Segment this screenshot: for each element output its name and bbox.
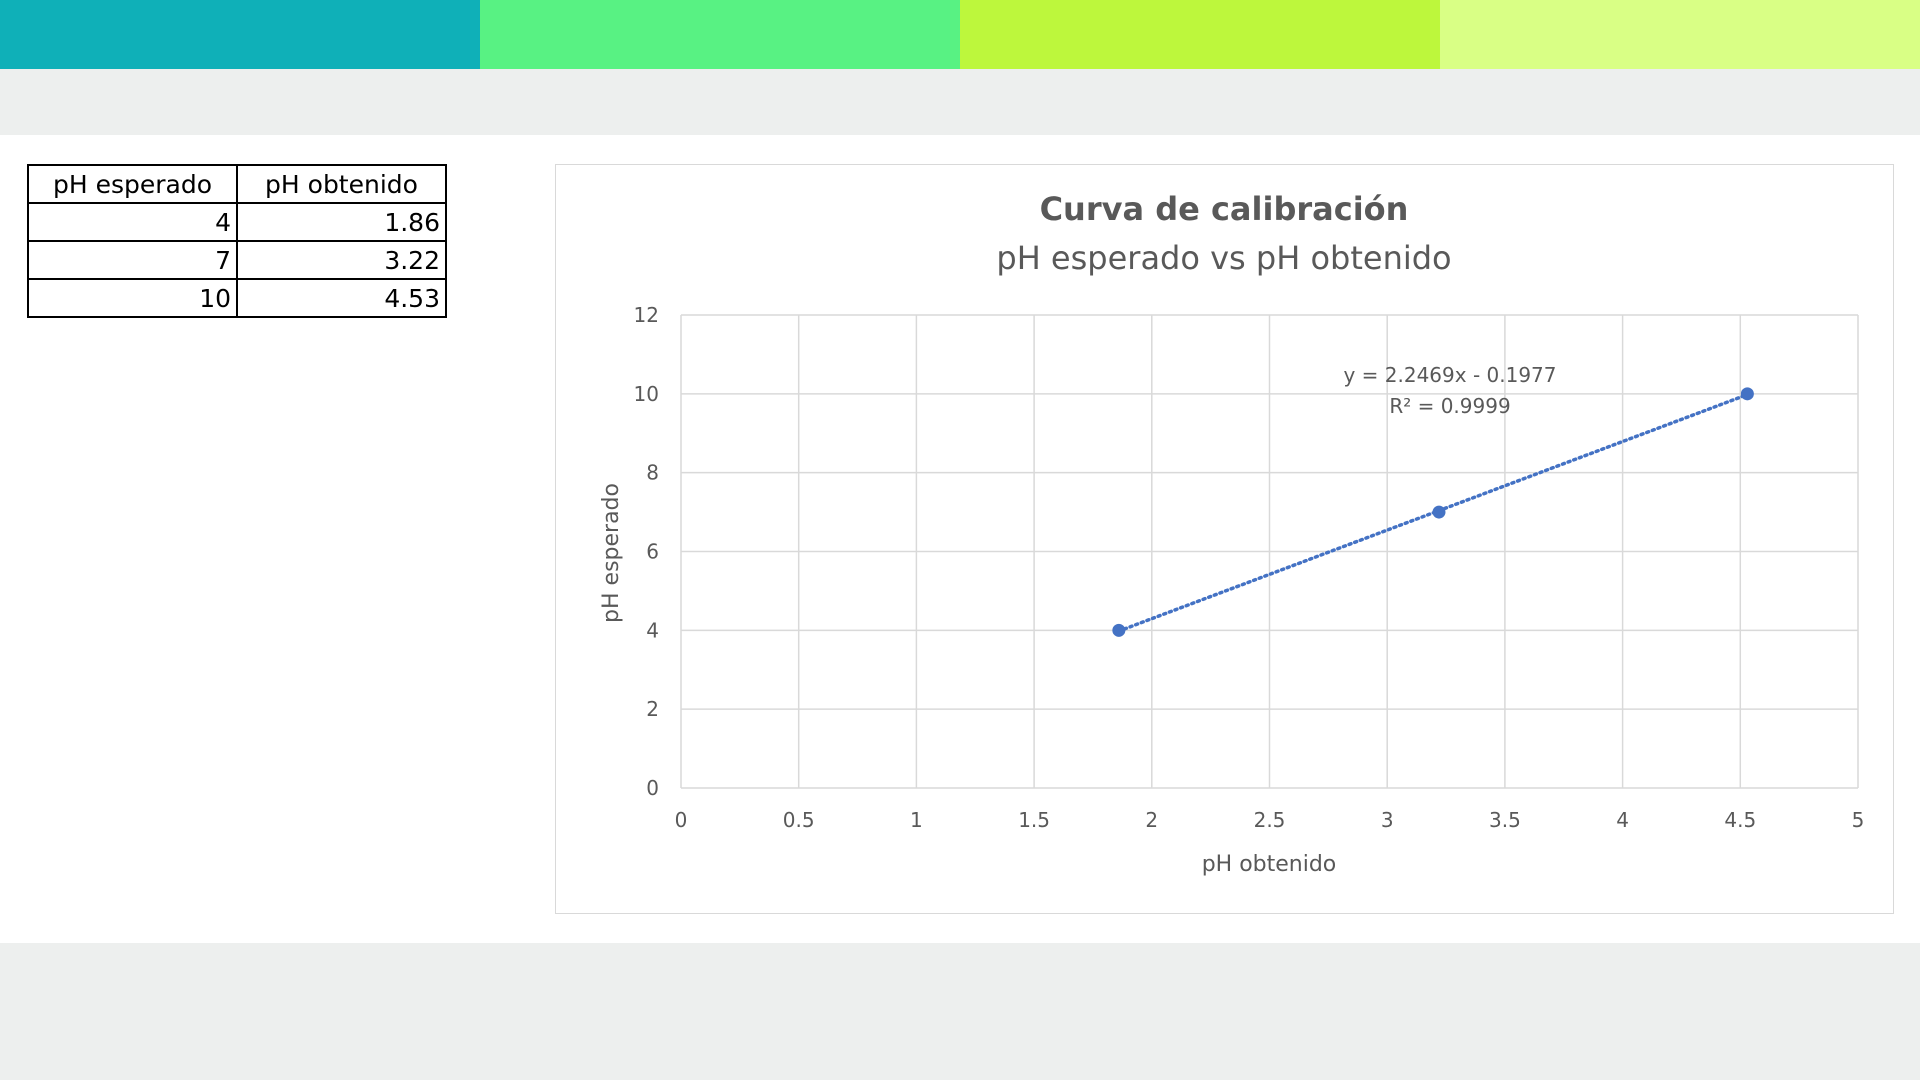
data-point: [1112, 623, 1126, 637]
trendline-equation: y = 2.2469x - 0.1977: [1343, 363, 1556, 387]
x-tick-label: 4: [1616, 808, 1629, 832]
y-tick-label: 2: [646, 697, 659, 721]
chart-title: Curva de calibración: [1040, 190, 1409, 228]
x-tick-label: 3: [1381, 808, 1394, 832]
data-point: [1432, 505, 1446, 519]
column-header: pH obtenido: [236, 164, 447, 204]
chart-subtitle: pH esperado vs pH obtenido: [996, 239, 1451, 277]
scatter-chart: Curva de calibración pH esperado vs pH o…: [599, 190, 1865, 877]
y-tick-label: 0: [646, 776, 659, 800]
y-tick-label: 6: [646, 540, 659, 564]
x-tick-label: 1.5: [1018, 808, 1050, 832]
table-row: 10 4.53: [27, 278, 447, 318]
chart-container: Curva de calibración pH esperado vs pH o…: [555, 164, 1894, 914]
table-cell: 7: [27, 240, 238, 280]
table-cell: 4: [27, 202, 238, 242]
color-bar-segment: [960, 0, 1440, 69]
y-tick-label: 12: [634, 303, 659, 327]
table-cell: 1.86: [236, 202, 447, 242]
x-tick-label: 4.5: [1724, 808, 1756, 832]
color-bar-segment: [0, 0, 480, 69]
x-tick-label: 3.5: [1489, 808, 1521, 832]
x-axis-label: pH obtenido: [1202, 852, 1337, 877]
y-tick-label: 10: [634, 382, 659, 406]
y-axis-label: pH esperado: [599, 483, 624, 623]
data-point: [1740, 387, 1754, 401]
x-tick-label: 2: [1145, 808, 1158, 832]
data-table: pH esperado pH obtenido 4 1.86 7 3.22 10…: [27, 164, 447, 318]
table-cell: 4.53: [236, 278, 447, 318]
color-bar-segment: [1440, 0, 1920, 69]
x-tick-label: 2.5: [1254, 808, 1286, 832]
x-tick-label: 1: [910, 808, 923, 832]
header-color-bar: [0, 0, 1920, 69]
trendline-r2: R² = 0.9999: [1389, 394, 1510, 418]
table-header-row: pH esperado pH obtenido: [27, 164, 447, 204]
y-tick-label: 4: [646, 618, 659, 642]
table-row: 7 3.22: [27, 240, 447, 280]
y-tick-label: 8: [646, 461, 659, 485]
table-row: 4 1.86: [27, 202, 447, 242]
color-bar-segment: [480, 0, 960, 69]
x-tick-label: 0: [675, 808, 688, 832]
table-cell: 10: [27, 278, 238, 318]
table-cell: 3.22: [236, 240, 447, 280]
x-tick-label: 5: [1852, 808, 1865, 832]
x-tick-label: 0.5: [783, 808, 815, 832]
column-header: pH esperado: [27, 164, 238, 204]
